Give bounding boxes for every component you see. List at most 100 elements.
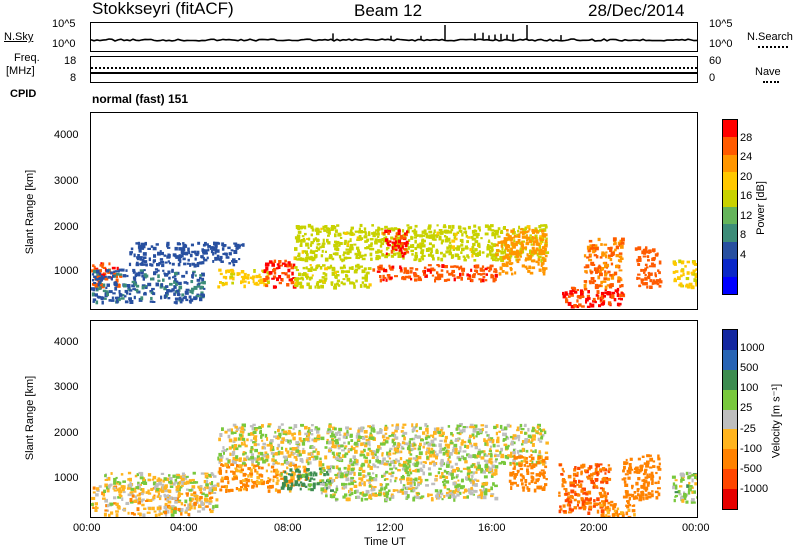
heatmap-cell-region-10 [672, 482, 676, 487]
noise-trace [91, 25, 697, 42]
heatmap-cell-region-4 [386, 451, 390, 456]
heatmap-cell-region-4 [538, 427, 542, 431]
heatmap-cell-region-1 [131, 280, 136, 284]
heatmap-cell-region-4 [476, 431, 480, 435]
heatmap-cell-region-2 [191, 250, 196, 254]
heatmap-cell-region-4 [310, 433, 314, 436]
heatmap-cell-region-8 [394, 244, 398, 247]
heatmap-cell-region-9 [509, 239, 513, 242]
heatmap-cell-region-5 [452, 495, 456, 499]
heatmap-cell-region-7 [404, 275, 409, 279]
heatmap-cell-region-4 [370, 428, 373, 432]
noise-panel [90, 22, 698, 52]
heatmap-cell-region-0 [141, 490, 145, 494]
heatmap-cell-region-4 [290, 280, 295, 285]
heatmap-cell-region-1 [195, 481, 199, 484]
heatmap-cell-region-6 [435, 248, 439, 253]
heatmap-cell-region-5 [494, 465, 499, 469]
heatmap-cell-region-2 [142, 256, 147, 259]
heatmap-cell-region-2 [274, 488, 278, 492]
heatmap-cell-region-1 [199, 277, 202, 280]
heatmap-cell-region-4 [337, 445, 340, 448]
heatmap-cell-region-6 [438, 231, 441, 234]
heatmap-cell-region-5 [482, 495, 487, 500]
heatmap-cell-region-0 [102, 272, 107, 276]
heatmap-cell-region-5 [408, 464, 411, 468]
heatmap-cell-region-6 [364, 247, 368, 250]
heatmap-cell-region-4 [445, 449, 449, 453]
heatmap-cell-region-6 [346, 251, 350, 255]
heatmap-cell-region-0 [103, 512, 107, 517]
heatmap-cell-region-6 [319, 246, 322, 249]
heatmap-cell-region-4 [400, 430, 404, 433]
heatmap-cell-region-5 [387, 489, 391, 492]
heatmap-cell-region-2 [153, 254, 157, 258]
heatmap-cell-region-11 [589, 244, 592, 248]
heatmap-cell-region-9 [643, 462, 647, 465]
heatmap-cell-region-6 [375, 256, 380, 261]
heatmap-cell-region-4 [475, 435, 478, 438]
heatmap-cell-region-5 [469, 478, 473, 483]
heatmap-cell-region-4 [472, 454, 476, 458]
heatmap-cell-region-10 [570, 286, 575, 290]
heatmap-cell-region-6 [350, 246, 354, 251]
heatmap-cell-region-4 [424, 423, 428, 427]
heatmap-cell-region-10 [598, 304, 602, 308]
heatmap-cell-region-9 [514, 271, 517, 275]
heatmap-cell-region-5 [406, 466, 409, 470]
heatmap-cell-region-9 [525, 234, 528, 237]
power-colorbar-label-6: 4 [740, 248, 747, 261]
heatmap-cell-region-13 [690, 271, 694, 275]
heatmap-cell-region-4 [254, 448, 258, 453]
heatmap-cell-region-5 [367, 463, 370, 468]
heatmap-cell-region-1 [92, 300, 95, 303]
heatmap-cell-region-1 [209, 482, 212, 485]
heatmap-cell-region-7 [592, 505, 596, 508]
heatmap-cell-region-5 [340, 474, 344, 479]
heatmap-cell-region-4 [233, 437, 238, 442]
heatmap-cell-region-8 [613, 509, 617, 513]
heatmap-cell-region-5 [334, 498, 339, 501]
heatmap-cell-region-2 [138, 247, 142, 251]
heatmap-cell-region-11 [598, 270, 602, 273]
heatmap-cell-region-7 [437, 273, 440, 278]
heatmap-cell-region-4 [347, 449, 350, 453]
heatmap-cell-region-7 [413, 273, 418, 278]
heatmap-cell-region-3 [304, 473, 309, 478]
heatmap-cell-region-4 [510, 441, 514, 446]
heatmap-cell-region-9 [655, 471, 658, 475]
heatmap-cell-region-4 [305, 437, 310, 441]
heatmap-cell-region-5 [397, 469, 401, 472]
heatmap-cell-region-1 [97, 295, 101, 299]
heatmap-cell-region-4 [331, 451, 335, 455]
heatmap-cell-region-0 [115, 502, 119, 506]
heatmap-cell-region-0 [138, 492, 141, 496]
heatmap-cell-region-0 [119, 490, 123, 493]
heatmap-cell-region-4 [252, 430, 257, 434]
heatmap-cell-region-1 [149, 300, 154, 303]
heatmap-cell-region-4 [312, 457, 317, 461]
heatmap-cell-region-4 [477, 428, 480, 431]
heatmap-cell-region-9 [640, 484, 645, 489]
heatmap-cell-region-7 [576, 503, 579, 507]
heatmap-cell-region-4 [446, 453, 449, 457]
heatmap-cell-region-4 [384, 440, 389, 444]
heatmap-cell-region-0 [198, 498, 202, 502]
heatmap-cell-region-5 [322, 264, 326, 267]
heatmap-cell-region-2 [191, 262, 195, 266]
heatmap-cell-region-4 [481, 427, 484, 432]
heatmap-cell-region-2 [272, 468, 276, 473]
heatmap-cell-region-0 [202, 487, 206, 491]
heatmap-cell-region-4 [291, 462, 295, 465]
heatmap-cell-region-2 [238, 244, 242, 248]
heatmap-cell-region-6 [403, 235, 407, 238]
heatmap-cell-region-2 [235, 487, 239, 491]
heatmap-cell-region-6 [301, 257, 305, 262]
heatmap-cell-region-6 [513, 481, 517, 485]
heatmap-cell-region-7 [403, 269, 408, 273]
heatmap-cell-region-4 [489, 445, 492, 448]
heatmap-cell-region-4 [293, 456, 297, 459]
heatmap-cell-region-9 [499, 267, 503, 271]
heatmap-cell-region-13 [677, 276, 681, 280]
heatmap-cell-region-2 [142, 252, 147, 256]
